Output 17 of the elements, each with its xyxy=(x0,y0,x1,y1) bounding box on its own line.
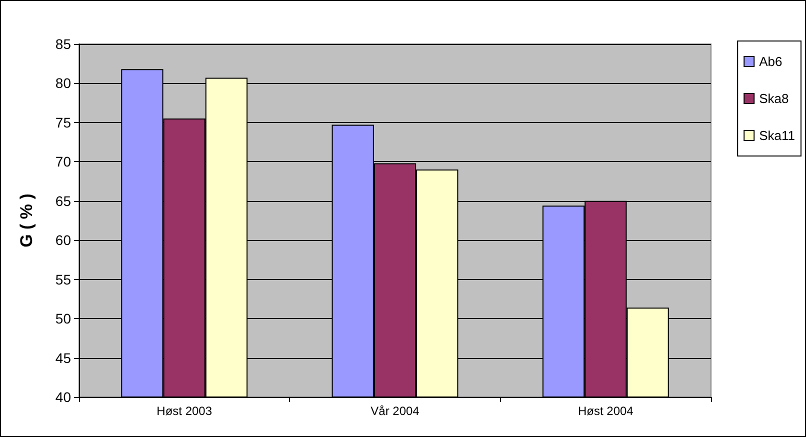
legend-label: Ska8 xyxy=(759,91,789,106)
y-tick-label: 45 xyxy=(55,350,72,366)
y-axis-title: G ( % ) xyxy=(17,194,36,248)
y-tick-label: 65 xyxy=(55,192,72,209)
y-tick-label: 55 xyxy=(55,271,72,288)
y-tick-label: 75 xyxy=(55,114,72,130)
x-tick-label: Høst 2004 xyxy=(578,404,634,418)
x-tick-label: Vår 2004 xyxy=(370,404,420,418)
y-tick-label: 50 xyxy=(55,310,72,327)
y-tick-label: 70 xyxy=(55,154,72,170)
y-tick-label: 85 xyxy=(55,36,72,52)
y-tick-label: 80 xyxy=(55,75,72,92)
legend-label: Ab6 xyxy=(759,54,782,69)
y-tick-label: 40 xyxy=(55,389,72,405)
x-tick-label: Høst 2003 xyxy=(156,404,212,418)
legend-label: Ska11 xyxy=(759,128,796,143)
y-tick-label: 60 xyxy=(55,232,72,248)
